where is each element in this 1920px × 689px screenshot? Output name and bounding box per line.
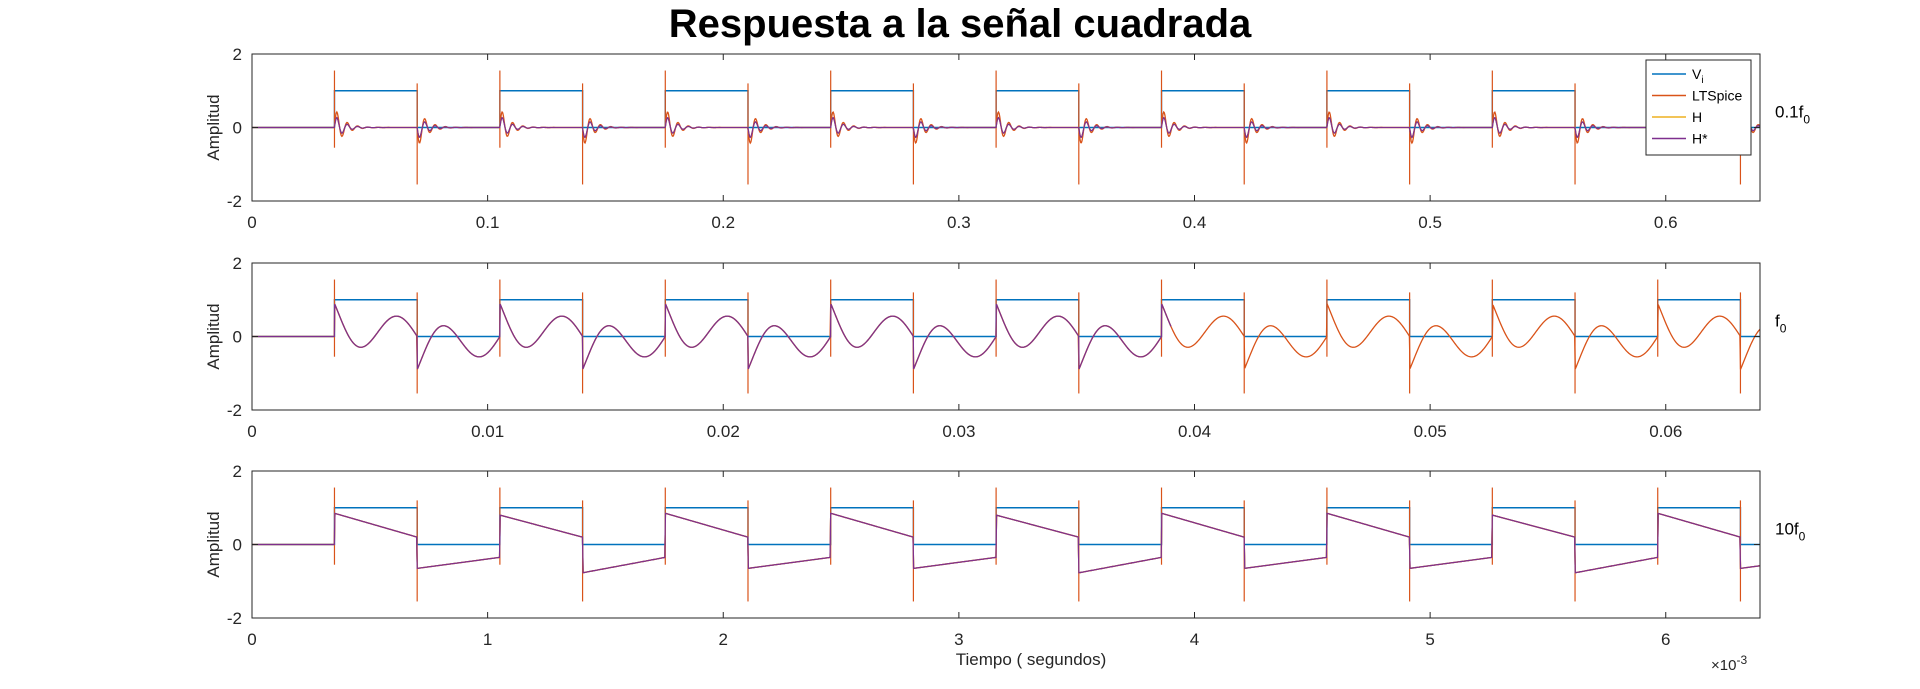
y-tick-label: 2	[233, 254, 242, 273]
x-tick-label: 6	[1661, 630, 1670, 649]
y-tick-label: 0	[233, 328, 242, 347]
series-vi	[252, 299, 1760, 338]
x-tick-label: 0	[247, 213, 256, 232]
x-tick-label: 0.01	[471, 422, 504, 441]
y-tick-label: -2	[227, 192, 242, 211]
x-tick-label: 0.5	[1418, 213, 1442, 232]
y-tick-label: 2	[233, 462, 242, 481]
subplot-2: 0 0.01 0.02 0.03 0.04 0.05 0.06 -2 0 2 Amplitud f0	[204, 254, 1787, 441]
x-tick-label: 0.3	[947, 213, 971, 232]
series-h	[252, 512, 1760, 574]
x-tick-label: 0	[247, 630, 256, 649]
legend-entry: H*	[1692, 131, 1708, 147]
x-tick-label: 0	[247, 422, 256, 441]
series-h-star	[252, 116, 1760, 139]
x-tick-label: 2	[719, 630, 728, 649]
x-tick-label: 1	[483, 630, 492, 649]
x-tick-label: 0.02	[707, 422, 740, 441]
subplot-3: 0 1 2 3 4 5 6 -2 0 2 Amplitud 10f0 Tiempo ( segundos…	[204, 462, 1806, 674]
legend-entry: Vi	[1692, 66, 1704, 86]
x-tick-label: 3	[954, 630, 963, 649]
legend-entry: H	[1692, 109, 1702, 125]
x-tick-label: 0.4	[1183, 213, 1207, 232]
x-tick-label: 0.03	[942, 422, 975, 441]
y-axis-label: Amplitud	[204, 511, 223, 577]
figure-title: Respuesta a la señal cuadrada	[668, 2, 1252, 46]
y-tick-label: 0	[233, 119, 242, 138]
x-tick-label: 0.05	[1414, 422, 1447, 441]
y-tick-label: -2	[227, 609, 242, 628]
series-vi	[252, 507, 1760, 546]
subplot-1: 0 0.1 0.2 0.3 0.4 0.5 0.6 -2 0 2 Amplitud 0.1f0	[204, 45, 1810, 232]
side-label: 0.1f0	[1775, 103, 1810, 127]
subplot-1-series	[252, 70, 1760, 185]
series-h	[252, 303, 1172, 370]
y-tick-label: 2	[233, 45, 242, 64]
x-tick-label: 0.04	[1178, 422, 1211, 441]
x-tick-label: 0.1	[476, 213, 500, 232]
side-label: f0	[1775, 312, 1787, 336]
subplot-3-series	[252, 487, 1760, 602]
series-h-star	[252, 512, 1760, 574]
y-axis-label: Amplitud	[204, 303, 223, 369]
x-tick-label: 5	[1425, 630, 1434, 649]
x-tick-label: 0.06	[1649, 422, 1682, 441]
legend: Vi LTSpice H H*	[1645, 59, 1752, 156]
x-tick-label: 4	[1190, 630, 1199, 649]
x-axis-exponent: ×10-3	[1711, 653, 1747, 674]
x-axis-label: Tiempo ( segundos)	[956, 650, 1107, 669]
y-tick-label: -2	[227, 401, 242, 420]
side-label: 10f0	[1775, 520, 1806, 544]
x-tick-label: 0.2	[711, 213, 735, 232]
legend-entry: LTSpice	[1692, 88, 1743, 104]
x-tick-label: 0.6	[1654, 213, 1678, 232]
y-tick-label: 0	[233, 536, 242, 555]
series-ltspice	[252, 512, 1760, 574]
series-h-star	[252, 303, 1172, 370]
series-vi	[252, 90, 1760, 129]
subplot-2-series	[252, 279, 1760, 394]
y-axis-label: Amplitud	[204, 94, 223, 160]
